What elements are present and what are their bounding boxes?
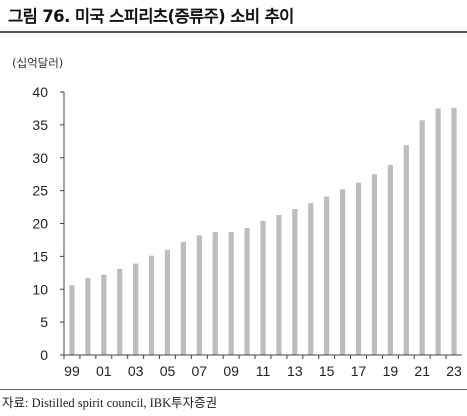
bar-99 (69, 285, 75, 355)
bar-07 (196, 235, 202, 355)
bar-01 (101, 274, 107, 355)
y-tick-label: 20 (32, 216, 48, 232)
x-tick-label: 23 (446, 363, 462, 379)
bar-22 (435, 108, 441, 355)
y-axis: 0 5 10 15 20 25 30 35 40 (32, 84, 65, 363)
x-tick-label: 17 (351, 363, 367, 379)
y-tick-label: 0 (40, 347, 48, 363)
y-tick-label: 15 (32, 248, 48, 264)
x-tick-label: 15 (319, 363, 335, 379)
bar-14 (308, 203, 314, 355)
bar-10 (244, 228, 250, 355)
x-axis: 99 01 03 05 07 09 11 13 15 17 19 21 23 (63, 354, 462, 379)
figure-title: 그림 76. 미국 스피리츠(증류주) 소비 추이 (8, 7, 294, 26)
bar-04 (148, 255, 155, 355)
y-tick-label: 10 (32, 281, 48, 297)
source-note: 자료: Distilled spirit council, IBK투자증권 (2, 396, 218, 410)
bar-00 (85, 278, 91, 355)
bar-series (69, 107, 457, 356)
y-tick-label: 5 (40, 314, 48, 330)
bar-13 (292, 209, 298, 355)
bar-11 (260, 220, 266, 355)
bar-05 (164, 249, 171, 355)
bar-21 (419, 120, 425, 356)
y-tick-label: 35 (32, 117, 48, 133)
x-tick-label: 07 (192, 363, 208, 379)
x-tick-label: 99 (64, 363, 80, 379)
x-tick-label: 05 (160, 363, 176, 379)
x-tick-label: 09 (223, 363, 239, 379)
x-tick-label: 21 (414, 363, 430, 379)
bar-19 (387, 164, 393, 355)
y-tick-label: 25 (32, 183, 48, 199)
x-tick-label: 13 (287, 363, 303, 379)
bar-02 (117, 268, 123, 355)
y-axis-unit-label: (십억달러) (12, 56, 64, 70)
bar-03 (133, 263, 139, 355)
title-divider (0, 31, 467, 33)
x-tick-label: 01 (96, 363, 112, 379)
bar-09 (228, 232, 234, 355)
bar-08 (212, 232, 218, 355)
source-divider (0, 389, 467, 390)
bar-23 (451, 107, 457, 355)
bar-18 (371, 174, 378, 355)
x-tick-label: 11 (256, 363, 271, 379)
y-tick-label: 30 (32, 150, 48, 166)
bar-17 (355, 182, 362, 355)
y-tick-label: 40 (32, 84, 48, 100)
bar-16 (340, 189, 346, 355)
bar-12 (276, 214, 282, 355)
bar-06 (180, 241, 186, 355)
bar-20 (403, 145, 409, 355)
bar-15 (324, 196, 330, 355)
x-tick-label: 19 (383, 363, 399, 379)
x-tick-label: 03 (128, 363, 144, 379)
